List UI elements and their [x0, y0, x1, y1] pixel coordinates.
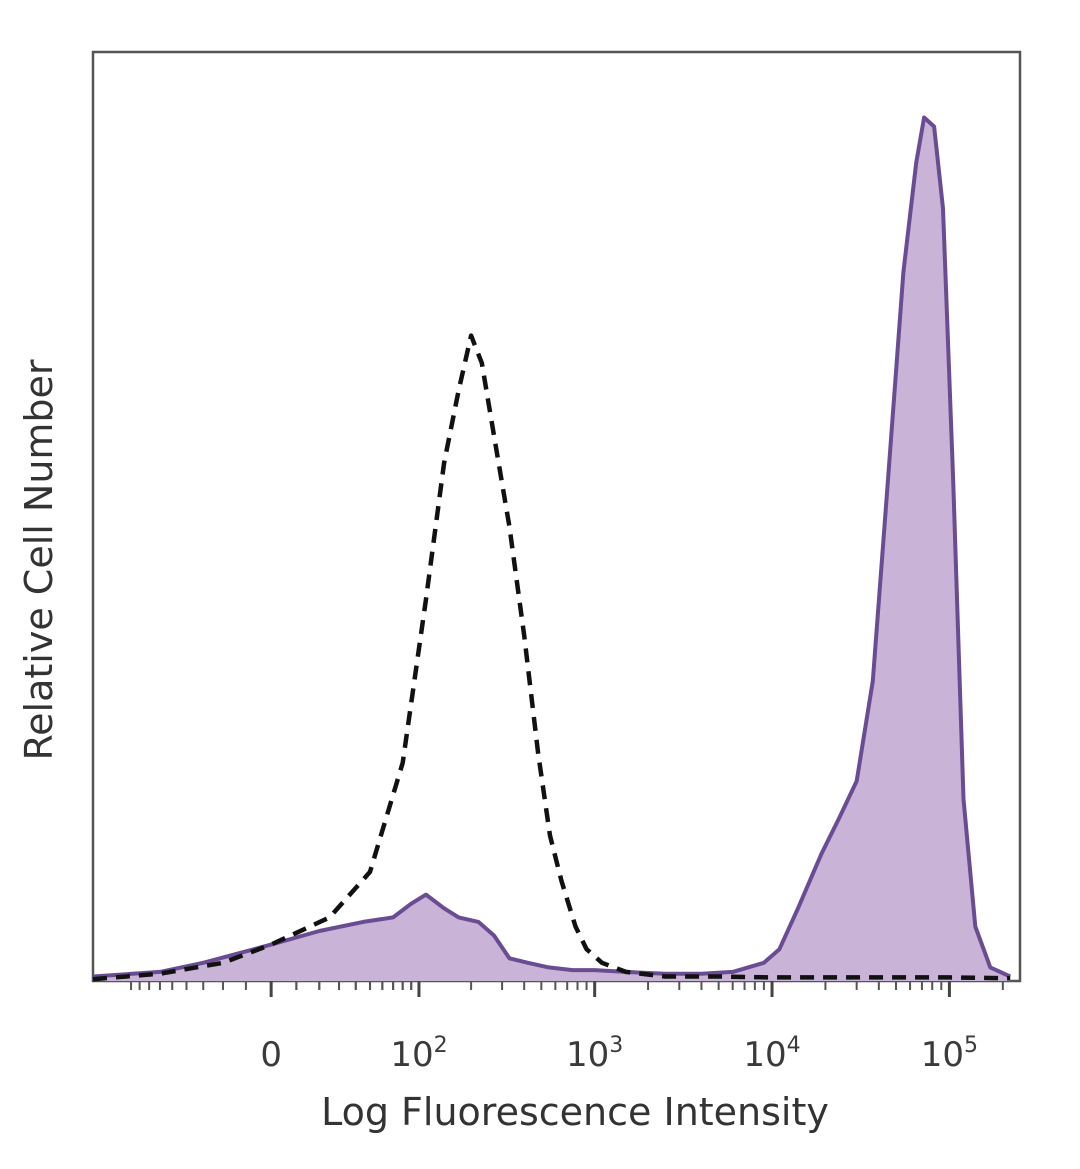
x-tick-label: 105 — [921, 1033, 978, 1075]
x-axis-label: Log Fluorescence Intensity — [321, 1090, 829, 1134]
y-axis-label: Relative Cell Number — [17, 359, 61, 760]
series-1-line — [92, 333, 1011, 982]
series-layer — [92, 115, 1012, 982]
x-tick-label: 104 — [743, 1033, 800, 1075]
series-0-area — [93, 117, 1011, 981]
x-axis-ticks — [130, 981, 1004, 997]
x-tick-label: 102 — [390, 1033, 447, 1075]
x-tick-label: 0 — [260, 1035, 282, 1075]
series-0-line — [92, 115, 1012, 979]
x-tick-label: 103 — [566, 1033, 623, 1075]
x-axis-tick-labels: 0 102 103 104 105 — [260, 1033, 978, 1075]
